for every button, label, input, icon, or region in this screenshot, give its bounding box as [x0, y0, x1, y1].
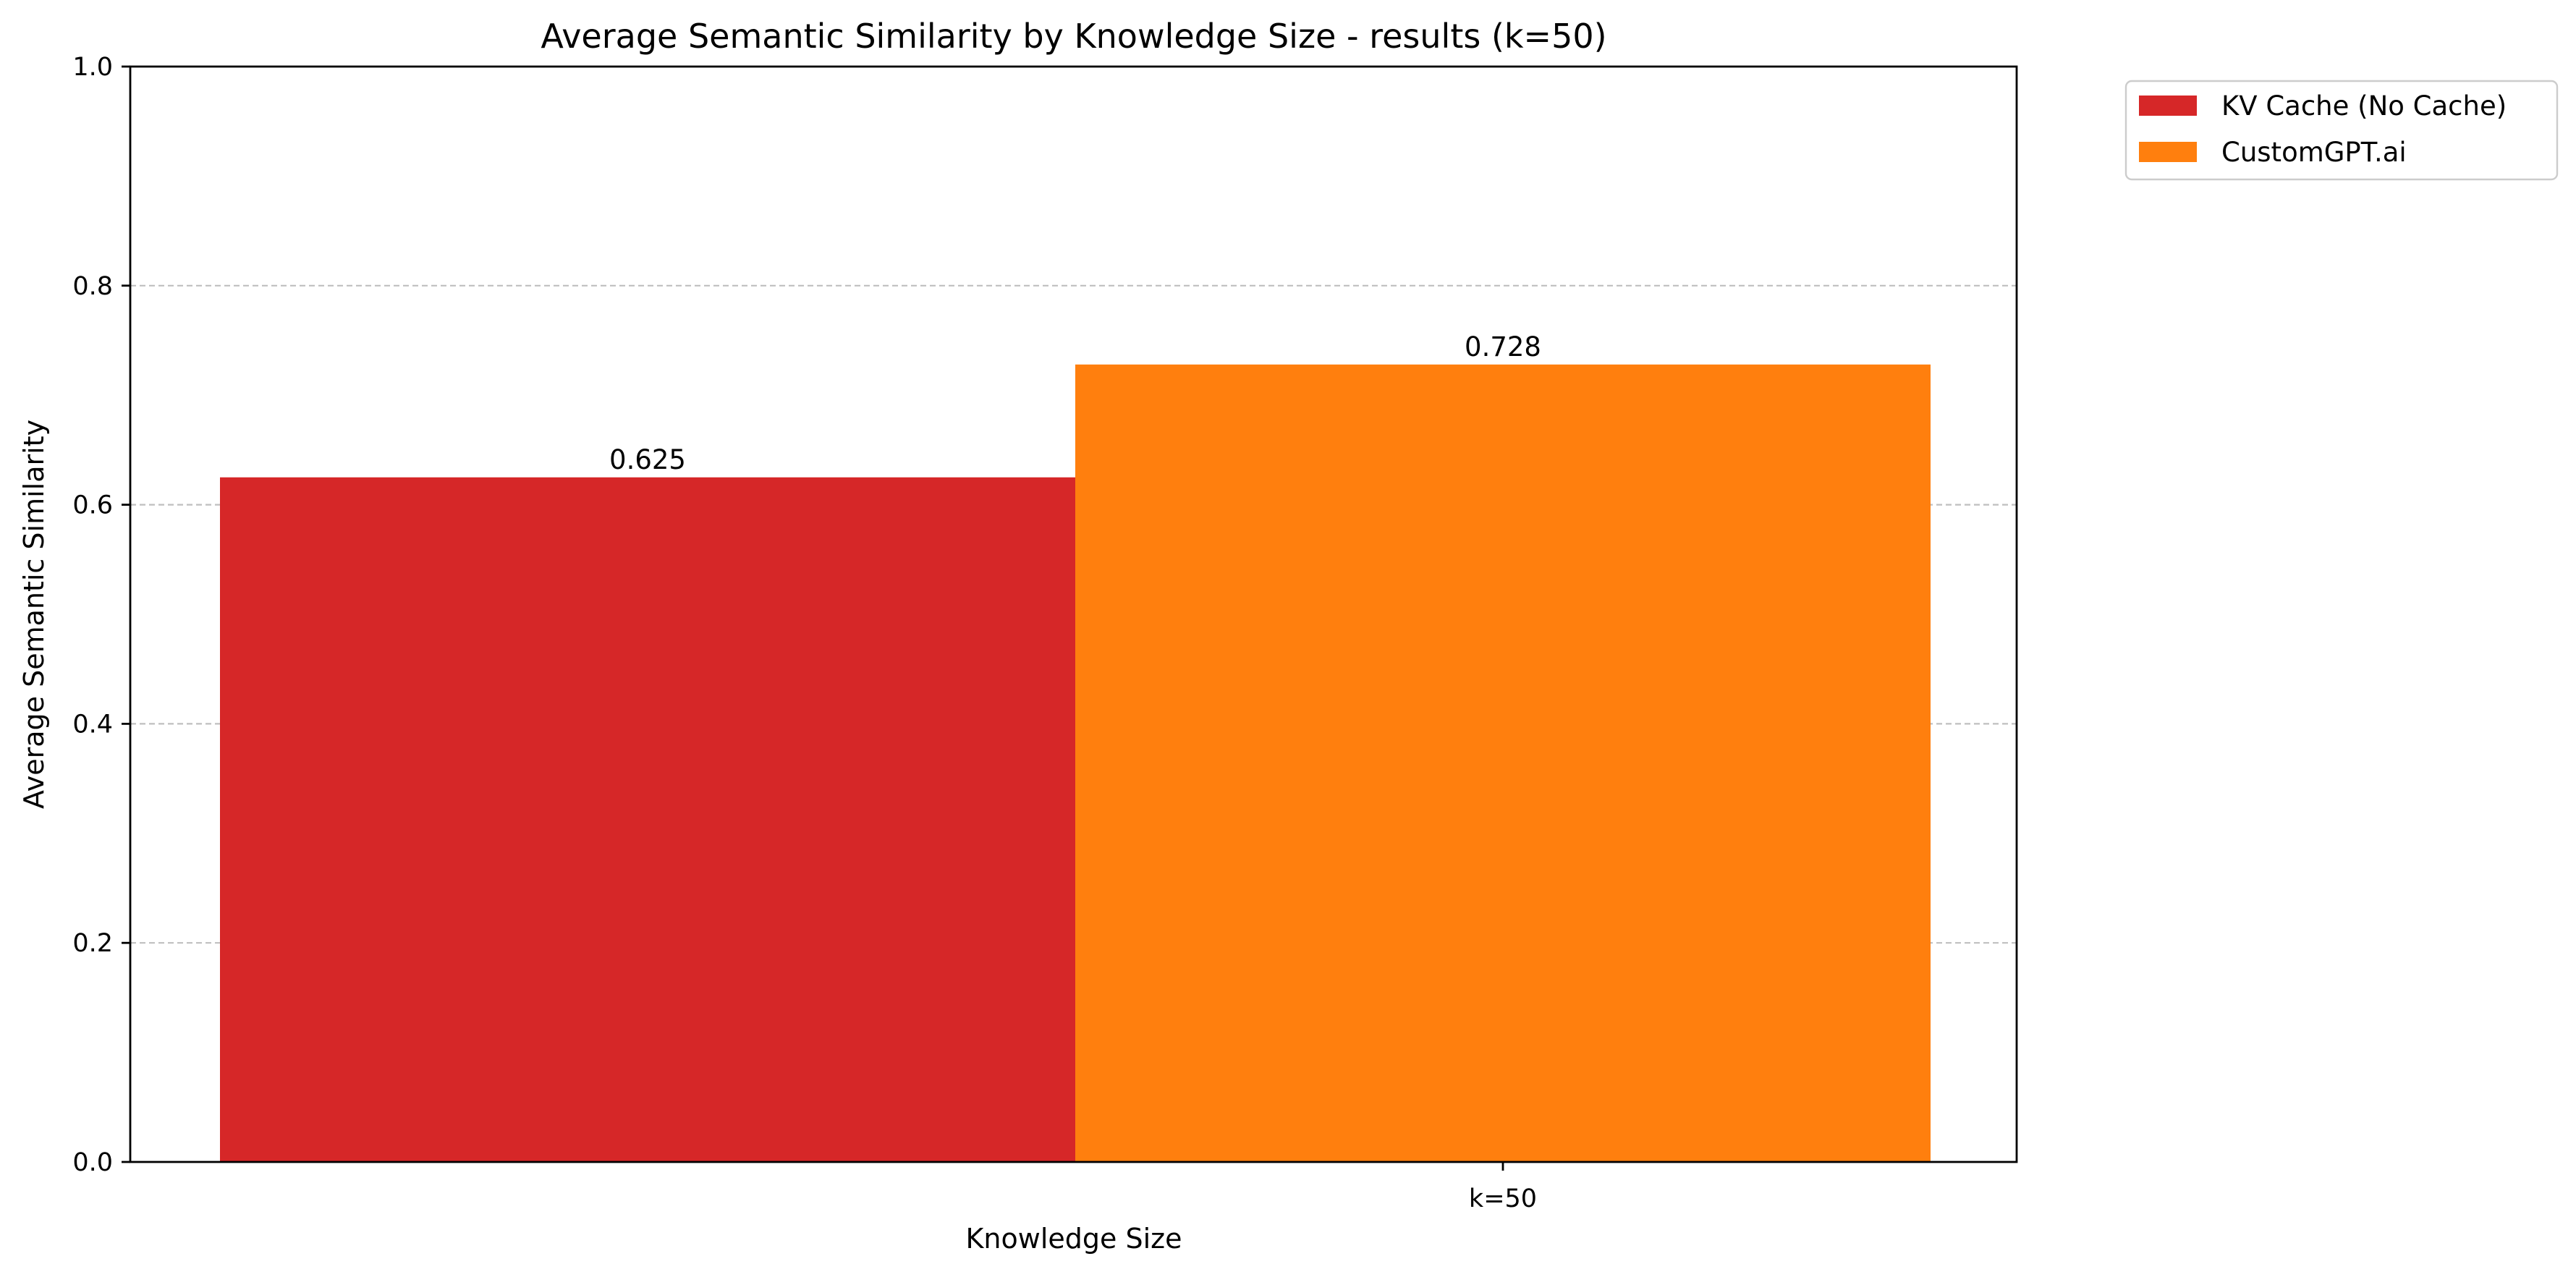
bar-value-label: 0.625 — [609, 444, 686, 475]
bar-value-label: 0.728 — [1465, 331, 1541, 362]
plot-area-frame — [129, 65, 2018, 1163]
bar-kv-cache-no-cache — [220, 477, 1075, 1162]
legend-label: KV Cache (No Cache) — [2221, 90, 2507, 122]
y-tick-label: 1.0 — [72, 53, 113, 82]
y-axis-label: Average Semantic Similarity — [18, 420, 50, 809]
bar-customgpt-ai — [1075, 364, 1931, 1163]
chart-title: Average Semantic Similarity by Knowledge… — [541, 17, 1606, 56]
legend-frame — [2124, 80, 2559, 181]
y-tick-label: 0.2 — [72, 929, 113, 958]
legend-label: CustomGPT.ai — [2221, 137, 2407, 168]
bars — [220, 364, 1931, 1163]
legend: KV Cache (No Cache) CustomGPT.ai — [2124, 80, 2559, 181]
legend-swatch — [2139, 96, 2197, 116]
y-tick-label: 0.6 — [72, 491, 113, 520]
y-tick-label: 0.4 — [72, 710, 113, 739]
x-tick-label: k=50 — [1469, 1184, 1537, 1213]
x-axis-ticks: k=50 — [1469, 1162, 1537, 1213]
legend-swatch — [2139, 142, 2197, 162]
x-axis-label: Knowledge Size — [966, 1223, 1182, 1255]
y-tick-label: 0.0 — [72, 1148, 113, 1177]
y-axis-ticks: 0.0 0.2 0.4 0.6 0.8 1.0 — [72, 53, 130, 1177]
bar-value-labels: 0.625 0.728 — [609, 331, 1541, 475]
y-tick-label: 0.8 — [72, 272, 113, 301]
